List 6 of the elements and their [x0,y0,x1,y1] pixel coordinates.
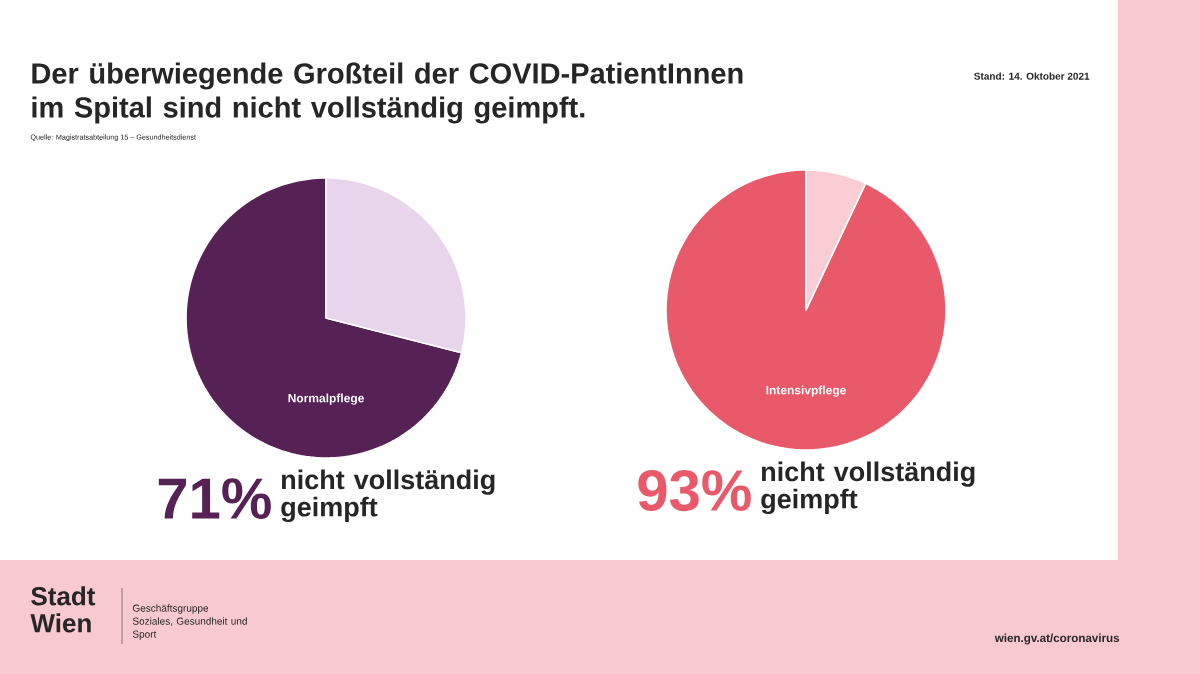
text: Stadt Wien [30,586,96,633]
slice-label: nicht vollständig geimpft [761,461,975,515]
data-label: 71% [158,478,271,519]
data-label: 93% [638,470,751,512]
slice-label: nicht vollständig geimpft [281,469,495,523]
text: Der überwiegende Großteil der COVID-PatientInnen im Spital sind nicht vollständig geimpft. [32,62,743,124]
